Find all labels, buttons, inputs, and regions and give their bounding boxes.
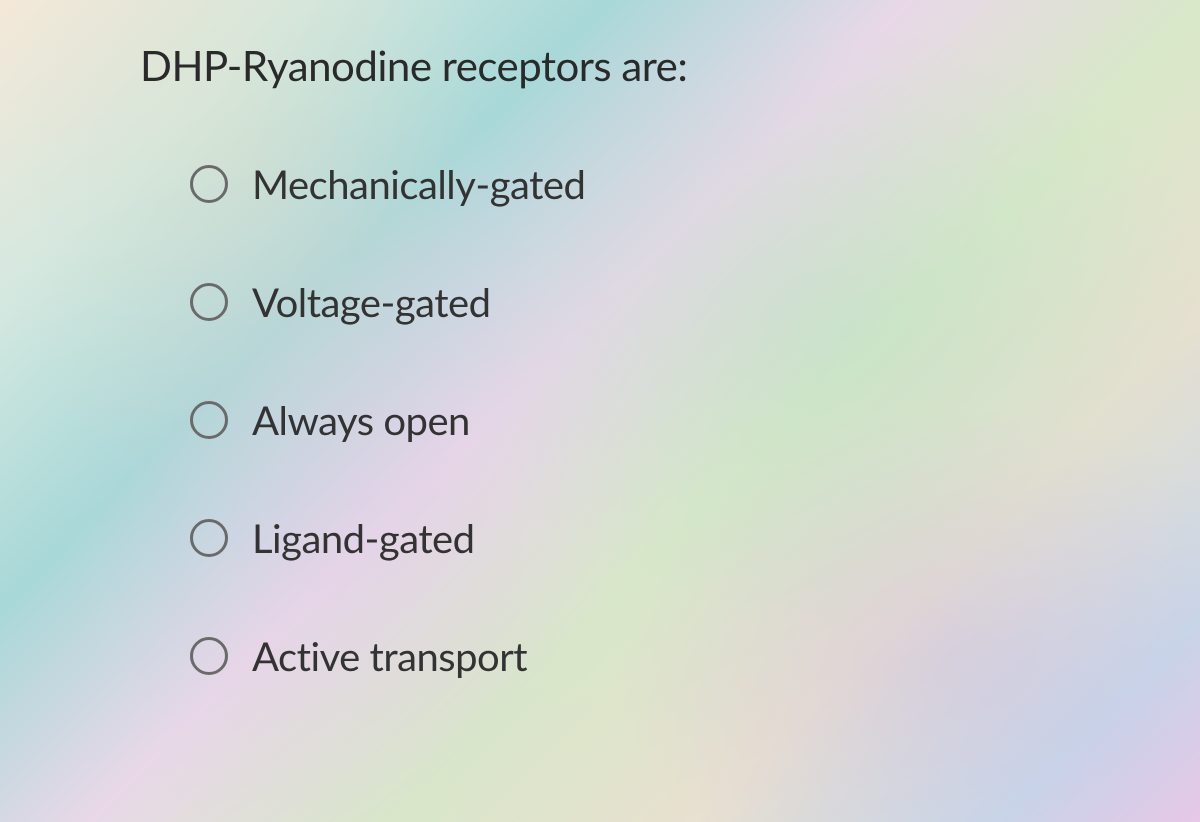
option-label: Mechanically-gated: [252, 160, 585, 208]
option-label: Active transport: [252, 632, 527, 680]
option-mechanically-gated[interactable]: Mechanically-gated: [190, 160, 1060, 208]
question-text: DHP-Ryanodine receptors are:: [140, 40, 1060, 90]
option-label: Voltage-gated: [252, 278, 491, 326]
radio-icon: [190, 637, 228, 675]
radio-icon: [190, 165, 228, 203]
option-label: Ligand-gated: [252, 514, 475, 562]
radio-icon: [190, 401, 228, 439]
option-voltage-gated[interactable]: Voltage-gated: [190, 278, 1060, 326]
option-ligand-gated[interactable]: Ligand-gated: [190, 514, 1060, 562]
option-label: Always open: [252, 396, 470, 444]
radio-icon: [190, 519, 228, 557]
radio-icon: [190, 283, 228, 321]
quiz-content: DHP-Ryanodine receptors are: Mechanicall…: [0, 0, 1200, 720]
options-group: Mechanically-gated Voltage-gated Always …: [140, 160, 1060, 680]
option-active-transport[interactable]: Active transport: [190, 632, 1060, 680]
option-always-open[interactable]: Always open: [190, 396, 1060, 444]
